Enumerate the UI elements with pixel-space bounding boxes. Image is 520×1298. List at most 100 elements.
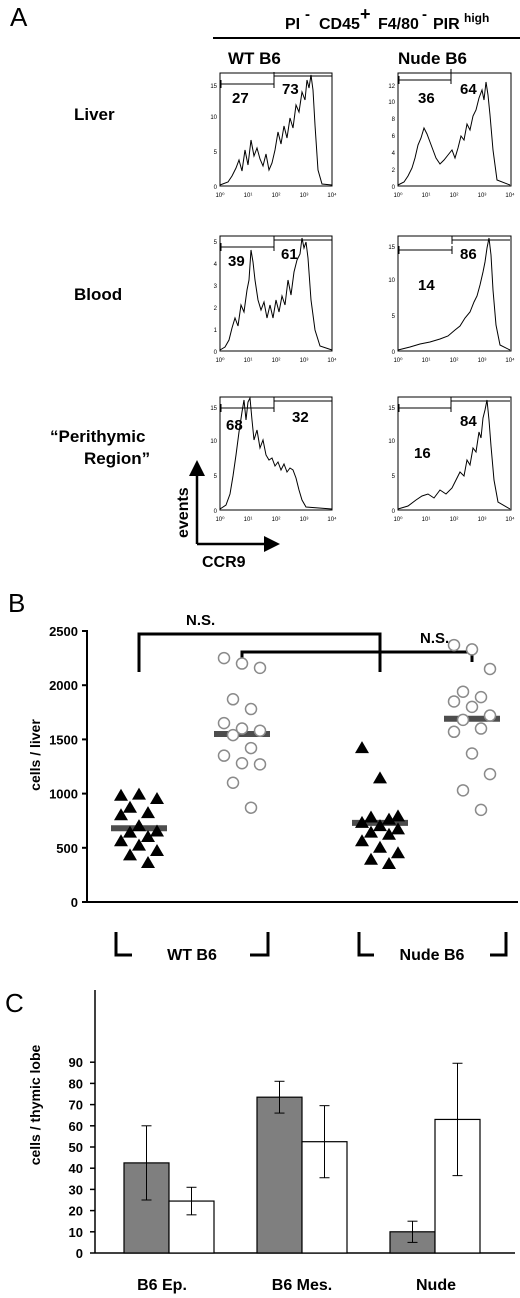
data-point-triangle bbox=[355, 834, 369, 847]
row-label-region: Region” bbox=[84, 449, 150, 468]
y-tick: 15 bbox=[388, 245, 395, 251]
y-tick: 0 bbox=[392, 509, 396, 515]
x-tick: 10² bbox=[272, 517, 281, 523]
data-point-circle bbox=[456, 685, 470, 698]
data-point-triangle bbox=[382, 857, 396, 870]
gate-markers bbox=[220, 397, 332, 412]
x-tick: 10¹ bbox=[422, 517, 431, 523]
y-tick: 6 bbox=[392, 134, 396, 140]
data-point-circle bbox=[217, 651, 231, 665]
y-tick: 10 bbox=[388, 100, 395, 106]
histogram-frame bbox=[219, 72, 333, 187]
histogram-blood-nude: 0 5 10 15 10⁰ 10¹ 10² 10³ 10⁴ 14 86 bbox=[388, 235, 515, 364]
histogram-curve bbox=[397, 81, 511, 186]
histogram-liver-nude: 0 2 4 6 8 10 12 10⁰ 10¹ 10² 10³ 10⁴ 36 6… bbox=[388, 69, 515, 199]
data-point-circle bbox=[447, 725, 461, 739]
gate-percent-low: 39 bbox=[228, 253, 245, 270]
data-point-circle bbox=[253, 661, 267, 675]
ns-label-1: N.S. bbox=[186, 612, 215, 629]
histogram-perithymic-nude: 0 5 10 15 10⁰ 10¹ 10² 10³ 10⁴ 16 84 bbox=[388, 396, 515, 523]
data-point-circle bbox=[465, 747, 479, 760]
histogram-x-ticks: 10⁰ 10¹ 10² 10³ 10⁴ bbox=[215, 192, 337, 199]
histogram-y-ticks: 0 2 4 6 8 10 12 bbox=[388, 84, 395, 191]
histogram-y-ticks: 0 5 10 15 bbox=[210, 406, 217, 515]
panel-b-letter: B bbox=[8, 588, 25, 618]
y-tick: 8 bbox=[392, 117, 396, 123]
panel-b: B cells / liver 0 500 1000 1500 2000 2500 N.S… bbox=[8, 588, 518, 964]
histogram-frame bbox=[219, 235, 333, 352]
y-tick-label: 30 bbox=[69, 1182, 83, 1197]
y-tick: 5 bbox=[214, 240, 218, 246]
header-pir: PIR bbox=[433, 16, 460, 33]
data-point-triangle bbox=[373, 771, 387, 784]
panel-c: C cells / thymic lobe 0 10 20 30 40 50 60 70 80 9… bbox=[5, 988, 515, 1294]
data-point-triangle bbox=[373, 840, 387, 853]
gate-percent-low: 14 bbox=[418, 277, 435, 294]
gate-percent-high: 73 bbox=[282, 81, 299, 98]
data-point-triangle bbox=[364, 852, 378, 865]
gate-percent-high: 61 bbox=[281, 246, 298, 263]
y-tick: 15 bbox=[210, 406, 217, 412]
header-minus-1: - bbox=[305, 6, 310, 23]
data-point-circle bbox=[447, 638, 461, 652]
y-tick: 4 bbox=[214, 262, 218, 268]
y-tick-label: 1000 bbox=[49, 787, 78, 802]
header-f480: F4/80 bbox=[378, 16, 419, 33]
gate-percent-low: 68 bbox=[226, 417, 243, 434]
data-point-circle bbox=[244, 801, 258, 814]
data-point-circle bbox=[226, 776, 240, 790]
y-tick-label: 1500 bbox=[49, 732, 78, 747]
y-tick-label: 10 bbox=[69, 1225, 83, 1240]
data-point-triangle bbox=[123, 848, 137, 861]
row-label-liver: Liver bbox=[74, 105, 115, 124]
y-axis-label: cells / thymic lobe bbox=[27, 1044, 43, 1165]
data-point-circle bbox=[456, 784, 470, 797]
x-tick: 10³ bbox=[478, 193, 487, 199]
data-point-circle bbox=[474, 803, 488, 817]
group-bracket-right bbox=[490, 932, 508, 957]
data-point-triangle bbox=[114, 788, 128, 801]
data-point-circle bbox=[244, 702, 258, 716]
data-point-triangle bbox=[114, 834, 128, 847]
data-point-triangle bbox=[123, 825, 137, 838]
data-point-circle bbox=[483, 709, 497, 722]
data-point-circle bbox=[235, 756, 249, 770]
events-arrow-head bbox=[189, 460, 205, 476]
x-tick: 10³ bbox=[300, 193, 309, 199]
x-tick: 10¹ bbox=[244, 193, 253, 199]
x-tick: 10¹ bbox=[422, 358, 431, 364]
x-tick: 10⁰ bbox=[393, 516, 403, 523]
histogram-curve bbox=[219, 396, 333, 510]
category-label-b6-mes: B6 Mes. bbox=[272, 1277, 332, 1294]
histogram-frame bbox=[397, 72, 512, 187]
data-point-circle bbox=[235, 722, 249, 735]
data-point-circle bbox=[217, 749, 231, 762]
y-tick-label: 90 bbox=[69, 1055, 83, 1070]
data-point-circle bbox=[235, 657, 249, 670]
y-tick: 1 bbox=[214, 328, 218, 334]
header-high: high bbox=[464, 11, 489, 25]
histogram-curve bbox=[397, 399, 511, 510]
gate-markers bbox=[398, 69, 510, 84]
group-bracket-left bbox=[114, 932, 132, 957]
data-point-circle bbox=[253, 724, 267, 737]
y-tick: 0 bbox=[392, 350, 396, 356]
data-point-triangle bbox=[391, 846, 405, 859]
y-tick: 15 bbox=[388, 406, 395, 412]
histogram-curve bbox=[219, 237, 333, 351]
x-tick: 10³ bbox=[478, 517, 487, 523]
histogram-y-ticks: 0 5 10 15 bbox=[388, 406, 395, 515]
gate-percent-high: 64 bbox=[460, 81, 477, 98]
y-tick: 5 bbox=[392, 474, 396, 480]
histogram-x-ticks: 10⁰ 10¹ 10² 10³ 10⁴ bbox=[215, 516, 337, 523]
y-tick: 0 bbox=[214, 350, 218, 356]
x-tick: 10³ bbox=[300, 517, 309, 523]
data-point-circle bbox=[465, 700, 479, 714]
data-point-triangle bbox=[364, 810, 378, 823]
x-tick: 10⁴ bbox=[505, 516, 515, 523]
header-minus-2: - bbox=[422, 6, 427, 23]
row-label-blood: Blood bbox=[74, 285, 122, 304]
data-point-circle bbox=[456, 713, 470, 727]
ns-label-2: N.S. bbox=[420, 630, 449, 647]
